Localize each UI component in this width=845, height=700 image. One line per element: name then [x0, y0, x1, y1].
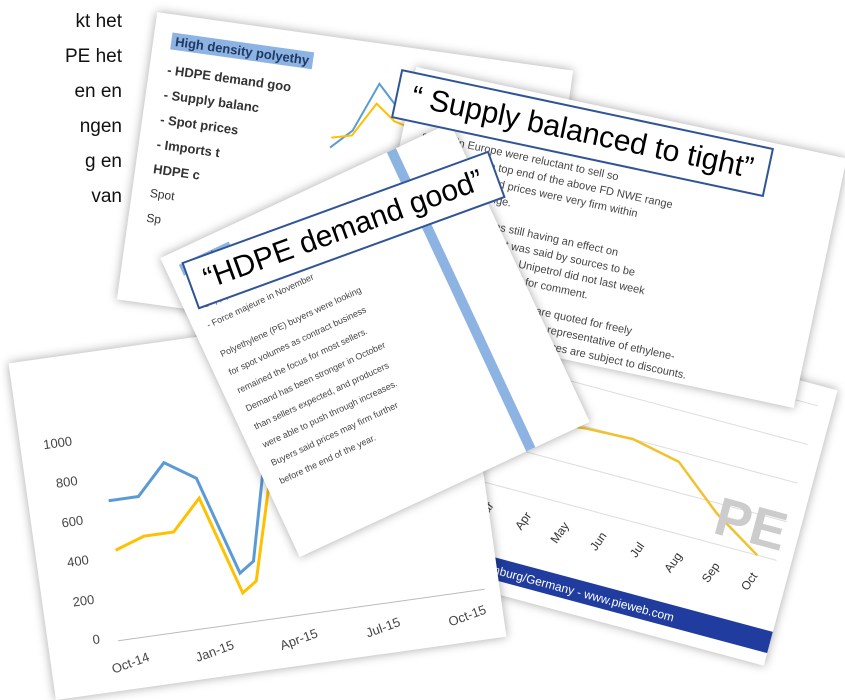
x-tick-label: Jul-15: [364, 614, 402, 640]
text-line: kt het: [20, 4, 122, 39]
y-tick-label: 600: [61, 513, 85, 531]
y-tick-label: 400: [66, 552, 90, 570]
x-tick-label: Apr: [512, 509, 534, 532]
x-tick-label: Sep: [699, 559, 723, 585]
text-line: van: [20, 179, 122, 214]
text-line: ngen: [20, 109, 122, 144]
y-tick-label: 0: [92, 631, 101, 647]
text-line: en en: [20, 74, 122, 109]
x-tick-label: Aug: [661, 550, 685, 576]
page: kt hetPE heten enngeng envan High densit…: [0, 0, 845, 697]
x-tick-label: Oct: [738, 569, 761, 593]
text-line: Sp: [146, 211, 162, 227]
x-tick-label: Jun: [587, 529, 610, 553]
x-tick-label: Jan-15: [193, 637, 235, 665]
x-tick-label: Oct-15: [446, 602, 488, 629]
y-tick-label: 1000: [42, 433, 73, 452]
y-tick-label: 800: [55, 473, 79, 491]
logo: PE: [708, 486, 793, 563]
text-line: g en: [20, 144, 122, 179]
y-tick-label: 200: [72, 592, 96, 610]
x-tick-label: May: [547, 519, 571, 546]
x-tick-label: Oct-14: [110, 649, 152, 676]
x-tick-label: Apr-15: [278, 625, 320, 652]
text-line: PE het: [20, 39, 122, 74]
x-tick-label: Jul: [627, 539, 647, 560]
